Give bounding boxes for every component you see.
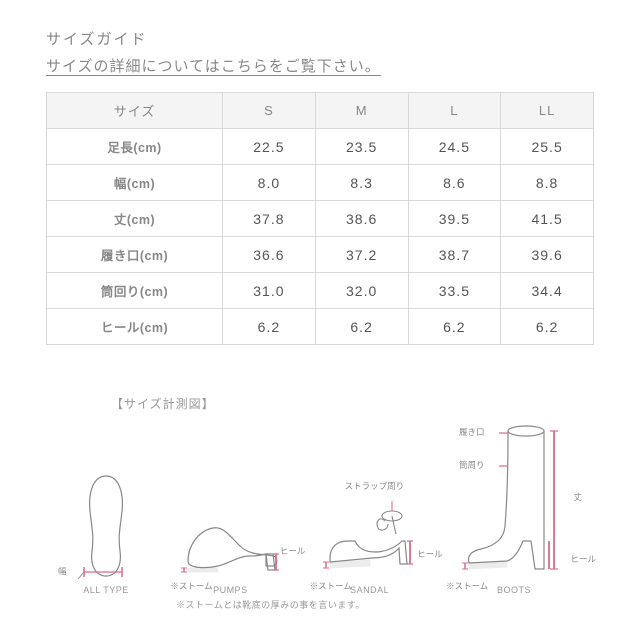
- table-row: 履き口(cm)36.637.238.739.6: [47, 237, 594, 273]
- row-label: 筒回り(cm): [47, 273, 223, 309]
- anno-storm: ※ストーム: [446, 580, 488, 592]
- anno-length: 丈: [573, 491, 582, 503]
- shoe-boots: 履き口 筒周り 丈 ヒール ※ストーム BOOTS: [454, 421, 574, 595]
- table-row: ヒール(cm)6.26.26.26.2: [47, 309, 594, 345]
- anno-opening: 履き口: [459, 426, 485, 438]
- size-table: サイズ S M L LL 足長(cm)22.523.524.525.5幅(cm)…: [46, 92, 594, 345]
- col-header: LL: [501, 93, 594, 129]
- cell: 6.2: [408, 309, 501, 345]
- cell: 39.6: [501, 237, 594, 273]
- table-row: 幅(cm)8.08.38.68.8: [47, 165, 594, 201]
- cell: 6.2: [501, 309, 594, 345]
- cell: 8.8: [501, 165, 594, 201]
- pumps-icon: [178, 506, 283, 581]
- anno-width: 幅: [58, 565, 67, 577]
- shoe-type-label: BOOTS: [497, 585, 531, 595]
- anno-strap: ストラップ周り: [345, 480, 405, 492]
- col-header: S: [223, 93, 316, 129]
- shoe-type-label: PUMPS: [213, 585, 248, 595]
- measurement-diagram: 【サイズ計測図】 幅 ALL TYPE: [46, 395, 594, 595]
- shoe-pumps: ヒール ※ストーム PUMPS: [175, 506, 285, 595]
- anno-heel: ヒール: [417, 548, 443, 560]
- anno-storm: ※ストーム: [310, 580, 352, 592]
- cell: 32.0: [315, 273, 408, 309]
- col-header: M: [315, 93, 408, 129]
- cell: 6.2: [223, 309, 316, 345]
- row-label: 幅(cm): [47, 165, 223, 201]
- table-row: 筒回り(cm)31.032.033.534.4: [47, 273, 594, 309]
- shoe-sandal: ストラップ周り ヒール ※ストーム SANDAL: [315, 486, 425, 595]
- table-row: 丈(cm)37.838.639.541.5: [47, 201, 594, 237]
- cell: 37.2: [315, 237, 408, 273]
- shoe-all-type: 幅 ALL TYPE: [66, 471, 146, 595]
- size-guide-title: サイズガイド: [46, 28, 594, 49]
- size-detail-link[interactable]: サイズの詳細についてはこちらをご覧下さい。: [46, 55, 594, 76]
- boots-icon: [459, 421, 569, 581]
- row-label: 丈(cm): [47, 201, 223, 237]
- table-row: 足長(cm)22.523.524.525.5: [47, 129, 594, 165]
- row-label: ヒール(cm): [47, 309, 223, 345]
- cell: 8.6: [408, 165, 501, 201]
- cell: 31.0: [223, 273, 316, 309]
- shoe-type-label: SANDAL: [350, 585, 389, 595]
- diagram-title: 【サイズ計測図】: [111, 395, 215, 412]
- row-label: 履き口(cm): [47, 237, 223, 273]
- cell: 41.5: [501, 201, 594, 237]
- cell: 24.5: [408, 129, 501, 165]
- row-label: 足長(cm): [47, 129, 223, 165]
- cell: 23.5: [315, 129, 408, 165]
- cell: 22.5: [223, 129, 316, 165]
- anno-shaft: 筒周り: [459, 459, 485, 471]
- sandal-icon: [320, 486, 420, 581]
- shoe-type-label: ALL TYPE: [83, 585, 129, 595]
- cell: 37.8: [223, 201, 316, 237]
- anno-heel: ヒール: [570, 553, 596, 565]
- storm-footnote: ※ストームとは靴底の厚みの事を言います。: [176, 598, 365, 611]
- cell: 39.5: [408, 201, 501, 237]
- cell: 36.6: [223, 237, 316, 273]
- cell: 8.0: [223, 165, 316, 201]
- anno-storm: ※ストーム: [170, 580, 212, 592]
- cell: 38.7: [408, 237, 501, 273]
- cell: 8.3: [315, 165, 408, 201]
- table-corner: サイズ: [47, 93, 223, 129]
- anno-heel: ヒール: [280, 545, 306, 557]
- cell: 6.2: [315, 309, 408, 345]
- cell: 38.6: [315, 201, 408, 237]
- cell: 33.5: [408, 273, 501, 309]
- cell: 34.4: [501, 273, 594, 309]
- col-header: L: [408, 93, 501, 129]
- sole-outline-icon: [76, 471, 136, 581]
- cell: 25.5: [501, 129, 594, 165]
